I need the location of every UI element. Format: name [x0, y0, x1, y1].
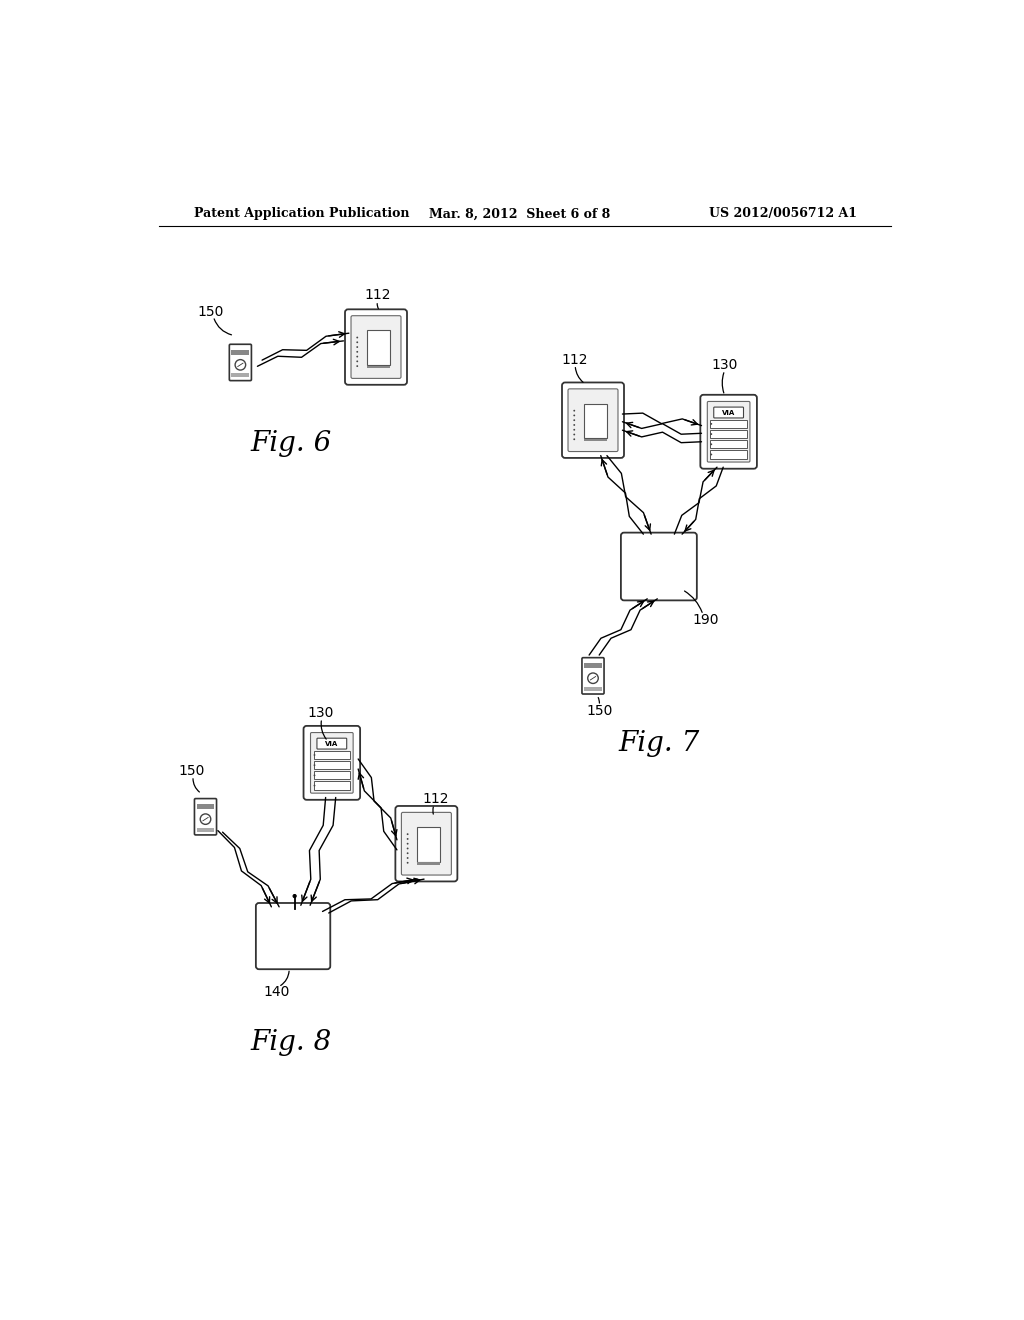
Text: Fig. 8: Fig. 8 [250, 1028, 332, 1056]
FancyBboxPatch shape [621, 533, 697, 601]
Text: VIA: VIA [326, 741, 339, 747]
FancyBboxPatch shape [351, 315, 401, 379]
Text: 150: 150 [198, 305, 224, 319]
Bar [584, 686, 602, 690]
FancyBboxPatch shape [700, 395, 757, 469]
Text: VIA: VIA [722, 409, 735, 416]
Circle shape [407, 833, 409, 836]
FancyBboxPatch shape [714, 407, 743, 418]
Circle shape [201, 814, 211, 825]
Circle shape [356, 366, 358, 367]
Bar [584, 404, 607, 438]
Bar [313, 781, 350, 789]
Bar [711, 450, 746, 458]
Bar [711, 420, 746, 428]
Bar [711, 430, 746, 438]
Circle shape [573, 424, 575, 426]
Circle shape [356, 342, 358, 343]
Text: 130: 130 [712, 358, 738, 372]
Bar [367, 330, 390, 364]
Circle shape [573, 429, 575, 430]
Circle shape [573, 414, 575, 416]
Circle shape [573, 433, 575, 436]
Text: Mar. 8, 2012  Sheet 6 of 8: Mar. 8, 2012 Sheet 6 of 8 [429, 207, 610, 220]
Text: Fig. 7: Fig. 7 [618, 730, 699, 758]
Text: 140: 140 [263, 985, 290, 999]
FancyBboxPatch shape [708, 401, 750, 462]
FancyBboxPatch shape [303, 726, 360, 800]
Circle shape [407, 838, 409, 840]
FancyBboxPatch shape [310, 733, 353, 793]
Circle shape [711, 433, 713, 436]
Bar [584, 438, 607, 441]
Text: 130: 130 [307, 706, 334, 719]
Bar [711, 440, 746, 449]
Text: Fig. 6: Fig. 6 [250, 430, 332, 457]
FancyBboxPatch shape [256, 903, 331, 969]
Bar [417, 862, 440, 865]
Bar [231, 374, 249, 378]
Text: 150: 150 [586, 705, 612, 718]
Text: Patent Application Publication: Patent Application Publication [194, 207, 410, 220]
Bar [584, 663, 602, 668]
Bar [231, 350, 249, 355]
Circle shape [407, 853, 409, 854]
Bar [367, 366, 390, 368]
Circle shape [407, 857, 409, 859]
Circle shape [236, 359, 246, 370]
Bar [313, 751, 350, 759]
Circle shape [588, 673, 598, 684]
Text: 150: 150 [178, 763, 205, 777]
FancyBboxPatch shape [401, 812, 452, 875]
Circle shape [293, 895, 296, 898]
Circle shape [711, 422, 713, 425]
Circle shape [313, 754, 315, 756]
Circle shape [356, 337, 358, 338]
FancyBboxPatch shape [395, 807, 458, 882]
FancyBboxPatch shape [229, 345, 252, 380]
Circle shape [356, 355, 358, 358]
Circle shape [407, 862, 409, 863]
FancyBboxPatch shape [562, 383, 624, 458]
FancyBboxPatch shape [195, 799, 216, 836]
Text: 112: 112 [423, 792, 449, 807]
Bar [197, 804, 214, 809]
Text: 112: 112 [365, 289, 391, 302]
Bar [417, 828, 440, 862]
Circle shape [573, 420, 575, 421]
Text: US 2012/0056712 A1: US 2012/0056712 A1 [710, 207, 857, 220]
Circle shape [573, 438, 575, 440]
FancyBboxPatch shape [568, 389, 618, 451]
Bar [197, 828, 214, 832]
Circle shape [356, 346, 358, 348]
Circle shape [356, 360, 358, 362]
Circle shape [313, 784, 315, 787]
Bar [313, 762, 350, 770]
Circle shape [407, 842, 409, 845]
Circle shape [356, 351, 358, 352]
Circle shape [313, 775, 315, 776]
Circle shape [573, 409, 575, 412]
Text: 112: 112 [562, 354, 589, 367]
Text: 190: 190 [692, 614, 719, 627]
Circle shape [711, 454, 713, 455]
Circle shape [711, 444, 713, 445]
Bar [313, 771, 350, 779]
FancyBboxPatch shape [317, 738, 347, 748]
Circle shape [407, 847, 409, 849]
Circle shape [313, 764, 315, 766]
FancyBboxPatch shape [582, 657, 604, 694]
FancyBboxPatch shape [345, 309, 407, 385]
